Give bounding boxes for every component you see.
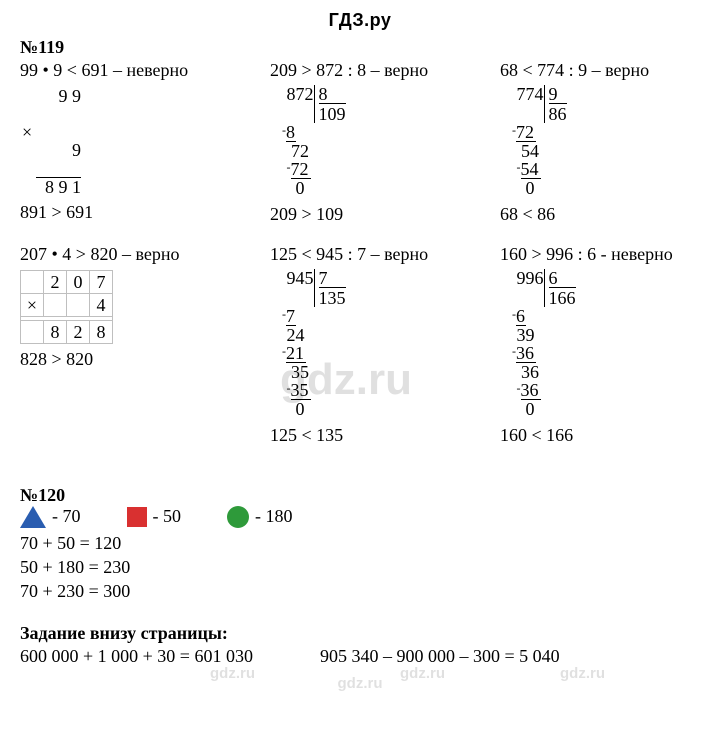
p119-r1c3: 68 < 774 : 9 – верно 774986-72 54 -54 0 … — [500, 58, 700, 228]
square-icon — [127, 507, 147, 527]
footer-watermark: gdz.ru — [20, 675, 700, 692]
circle-icon — [227, 506, 249, 528]
equation: 70 + 230 = 300 — [20, 580, 700, 603]
cell: × — [21, 294, 44, 317]
problem-120-title: №120 — [20, 485, 700, 506]
equation: 70 + 50 = 120 — [20, 532, 700, 555]
cell — [44, 294, 67, 317]
shapes-legend: - 70 - 50 - 180 — [20, 506, 700, 528]
statement: 99 • 9 < 691 – неверно — [20, 59, 270, 82]
conclusion: 209 > 109 — [270, 203, 500, 226]
statement: 125 < 945 : 7 – верно — [270, 243, 500, 266]
p119-r1c2: 209 > 872 : 8 – верно 8728109-8 72 -72 0… — [270, 58, 500, 228]
shape-triangle: - 70 — [20, 506, 81, 528]
p119-r2c2: 125 < 945 : 7 – верно 9457135-7 24-21 35… — [270, 242, 500, 449]
mult-b: 9 — [72, 140, 81, 160]
conclusion: 160 < 166 — [500, 424, 700, 447]
cell: 8 — [90, 321, 113, 344]
shape-label: - 50 — [153, 506, 182, 527]
mult-a: 9 9 — [36, 87, 81, 105]
shape-square: - 50 — [127, 506, 182, 527]
equation: 50 + 180 = 230 — [20, 556, 700, 579]
shape-circle: - 180 — [227, 506, 293, 528]
cell: 2 — [67, 321, 90, 344]
mult-table: 2 0 7 × 4 8 2 8 — [20, 270, 113, 344]
conclusion: 828 > 820 — [20, 348, 270, 371]
long-division: 8728109-8 72 -72 0 — [282, 85, 346, 197]
statement: 209 > 872 : 8 – верно — [270, 59, 500, 82]
shape-label: - 180 — [255, 506, 293, 527]
problem-119-row1: 99 • 9 < 691 – неверно 9 9 × 9 8 9 1 891… — [20, 58, 700, 228]
statement: 160 > 996 : 6 - неверно — [500, 243, 700, 266]
cell — [67, 294, 90, 317]
bottom-task-title: Задание внизу страницы: — [20, 622, 700, 645]
long-division: 774986-72 54 -54 0 — [512, 85, 567, 197]
conclusion: 891 > 691 — [20, 201, 270, 224]
p119-r2c3: 160 > 996 : 6 - неверно 9966166-6 39-36 … — [500, 242, 700, 449]
triangle-icon — [20, 506, 46, 528]
mult-sign: × — [22, 123, 32, 141]
site-header: ГДЗ.ру — [20, 10, 700, 31]
long-division: 9966166-6 39-36 36 -36 0 — [512, 269, 576, 418]
long-division: 9457135-7 24-21 35 -35 0 — [282, 269, 346, 418]
mult-res: 8 9 1 — [36, 177, 81, 196]
cell: 2 — [44, 271, 67, 294]
cell: 0 — [67, 271, 90, 294]
shape-label: - 70 — [52, 506, 81, 527]
statement: 68 < 774 : 9 – верно — [500, 59, 700, 82]
cell: 8 — [44, 321, 67, 344]
statement: 207 • 4 > 820 – верно — [20, 243, 270, 266]
cell: 7 — [90, 271, 113, 294]
cell: 4 — [90, 294, 113, 317]
conclusion: 68 < 86 — [500, 203, 700, 226]
problem-119-title: №119 — [20, 37, 700, 58]
bottom-eq2: 905 340 – 900 000 – 300 = 5 040 — [320, 646, 560, 667]
bottom-eq1: 600 000 + 1 000 + 30 = 601 030 — [20, 646, 320, 667]
p119-r2c1: 207 • 4 > 820 – верно 2 0 7 × 4 8 2 8 — [20, 242, 270, 373]
conclusion: 125 < 135 — [270, 424, 500, 447]
problem-119-row2: 207 • 4 > 820 – верно 2 0 7 × 4 8 2 8 — [20, 242, 700, 449]
p119-r1c1: 99 • 9 < 691 – неверно 9 9 × 9 8 9 1 891… — [20, 58, 270, 226]
